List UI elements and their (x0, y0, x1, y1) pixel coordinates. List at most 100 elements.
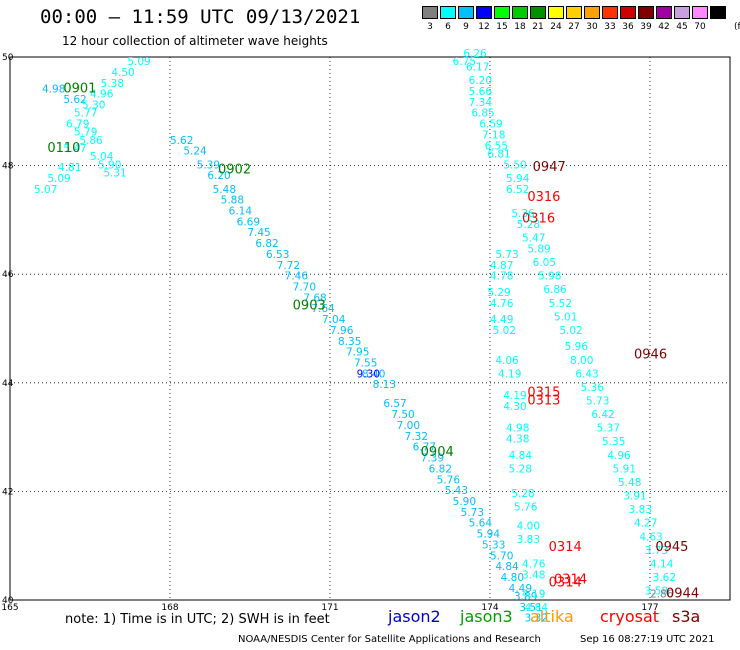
page-subtitle: 12 hour collection of altimeter wave hei… (62, 34, 328, 48)
color-scale-label: 12 (478, 22, 490, 32)
pass-time-label: 0110 (47, 141, 80, 156)
wave-height-value: 4.06 (495, 355, 519, 367)
wave-height-value: 7.46 (285, 271, 309, 283)
color-scale-label: 30 (586, 22, 598, 32)
legend-item-jason2: jason2 (388, 607, 441, 626)
wave-height-value: 7.64 (311, 303, 335, 315)
page-title: 00:00 – 11:59 UTC 09/13/2021 (40, 6, 361, 28)
wave-height-value: 5.28 (509, 463, 532, 475)
wave-height-value: 6.17 (466, 62, 489, 74)
y-tick-label: 48 (2, 162, 14, 172)
legend-item-altika: altika (530, 607, 574, 626)
wave-height-value: 4.84 (509, 450, 533, 462)
wave-height-value: 5.43 (445, 485, 468, 497)
wave-height-value: 4.30 (503, 401, 526, 413)
wave-height-value: 3.83 (517, 534, 540, 546)
wave-height-value: 5.52 (549, 298, 572, 310)
pass-time-label: 0314 (549, 575, 582, 590)
wave-height-value: 8.13 (373, 379, 396, 391)
wave-height-value: 5.91 (613, 463, 636, 475)
wave-height-value: 5.73 (461, 507, 484, 519)
wave-height-value: 4.96 (90, 89, 114, 101)
wave-height-value: 5.50 (503, 159, 526, 171)
footnote: note: 1) Time is in UTC; 2) SWH is in fe… (65, 612, 330, 627)
pass-time-label: 0947 (533, 160, 566, 175)
wave-height-value: 6.42 (591, 409, 614, 421)
wave-height-value: 5.04 (90, 151, 114, 163)
wave-height-value: 4.19 (522, 588, 545, 600)
wave-height-value: 7.50 (391, 409, 414, 421)
pass-time-label: 0316 (527, 190, 560, 205)
y-tick-label: 50 (2, 53, 14, 63)
wave-height-value: 5.31 (103, 167, 126, 179)
legend-item-jason3: jason3 (460, 607, 513, 626)
wave-height-value: 5.70 (490, 550, 513, 562)
x-tick-label: 168 (161, 603, 178, 613)
wave-height-value: 5.96 (565, 341, 589, 353)
pass-time-label: 0903 (293, 298, 326, 313)
wave-height-value: 5.09 (47, 173, 70, 185)
color-scale-label: 6 (445, 22, 451, 32)
wave-height-value: 4.80 (501, 572, 524, 584)
wave-height-value: 7.00 (397, 420, 420, 432)
color-scale-swatch (458, 6, 474, 19)
wave-height-value: 6.75 (453, 56, 476, 68)
wave-height-value: 4.81 (58, 162, 81, 174)
color-scale-swatch (494, 6, 510, 19)
wave-height-value: 7.95 (346, 347, 369, 359)
color-scale-label: 33 (604, 22, 616, 32)
x-tick-label: 177 (641, 603, 658, 613)
wave-height-value: 5.30 (82, 100, 105, 112)
y-tick-label: 42 (2, 487, 13, 497)
wave-height-value: 5.73 (495, 249, 518, 261)
wave-height-value: 6.52 (506, 184, 529, 196)
wave-height-value: 4.27 (634, 518, 657, 530)
color-scale-swatch (530, 6, 546, 19)
wave-height-value: 8.35 (338, 336, 361, 348)
wave-height-value: 6.81 (487, 148, 510, 160)
x-tick-label: 174 (481, 603, 498, 613)
color-scale-swatch (620, 6, 636, 19)
wave-height-value: 5.90 (98, 159, 121, 171)
color-scale-label: 24 (550, 22, 562, 32)
legend-item-cryosat: cryosat (600, 607, 660, 626)
wave-height-value: 5.35 (602, 436, 625, 448)
wave-height-value: 3.91 (623, 491, 646, 503)
color-scale-swatch (584, 6, 600, 19)
color-scale-label: 18 (514, 22, 526, 32)
wave-height-value: 6.57 (383, 398, 406, 410)
wave-height-value: 6.43 (575, 368, 598, 380)
y-tick-label: 40 (2, 596, 14, 606)
wave-height-value: 4.50 (111, 67, 134, 79)
wave-height-value: 5.86 (79, 135, 103, 147)
wave-height-value: 7.18 (482, 129, 505, 141)
wave-height-value: 6.55 (485, 140, 508, 152)
y-tick-label: 46 (2, 270, 14, 280)
wave-height-value: 6.77 (413, 442, 436, 454)
color-scale-label: 70 (694, 22, 706, 32)
wave-height-value: 5.47 (63, 143, 86, 155)
pass-time-label: 0904 (421, 445, 454, 460)
wave-height-value: 3.32 (525, 613, 548, 625)
wave-height-value: 5.37 (597, 423, 620, 435)
color-scale-swatch (548, 6, 564, 19)
wave-height-value: 4.76 (490, 298, 514, 310)
wave-height-value: 6.85 (471, 108, 494, 120)
color-scale-label: 9 (463, 22, 469, 32)
wave-height-value: 4.84 (525, 602, 549, 614)
color-scale-swatch (638, 6, 654, 19)
wave-height-value: 6.14 (229, 205, 253, 217)
pass-time-label: 0315 (527, 385, 560, 400)
wave-height-value: 7.96 (330, 325, 354, 337)
wave-height-value: 4.63 (639, 531, 662, 543)
wave-height-value: 6.69 (237, 216, 260, 228)
wave-height-value: 5.01 (554, 311, 577, 323)
wave-height-value: 7.32 (405, 431, 428, 443)
wave-height-value: 4.84 (495, 561, 519, 573)
wave-height-value: 5.48 (618, 477, 641, 489)
wave-height-value: 4.19 (498, 368, 521, 380)
color-scale-swatch (422, 6, 438, 19)
color-scale-swatch (656, 6, 672, 19)
wave-height-value: 4.98 (42, 83, 65, 95)
color-scale-swatch (566, 6, 582, 19)
